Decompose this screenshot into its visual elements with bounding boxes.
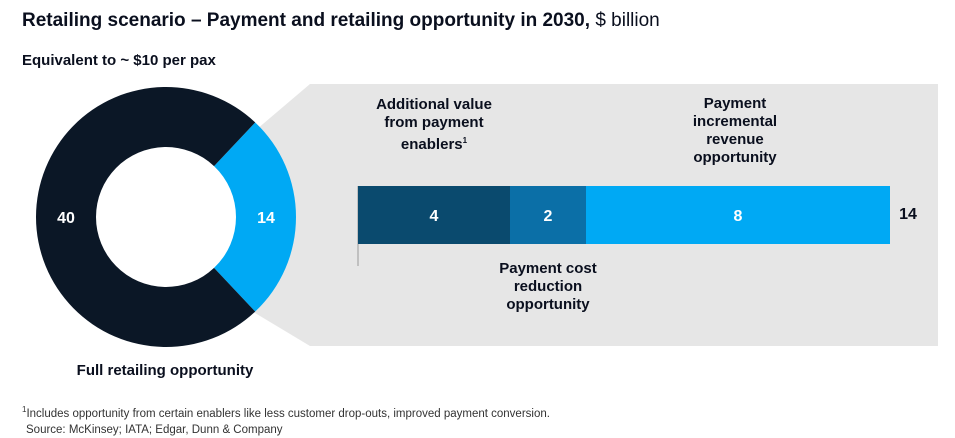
- chart-subtitle: Equivalent to ~ $10 per pax: [22, 52, 216, 69]
- bar-total-label: 14: [899, 206, 917, 223]
- footnote-line-1: 1Includes opportunity from certain enabl…: [22, 405, 550, 420]
- donut-slice-other: [35, 86, 256, 348]
- annotation-additional-value: Additional value from payment enablers1: [376, 96, 492, 153]
- footnote: 1Includes opportunity from certain enabl…: [22, 402, 550, 438]
- donut-caption: Full retailing opportunity: [76, 362, 254, 379]
- bar-segment-2: [586, 186, 890, 244]
- stacked-bar: 4 2 8 14: [358, 186, 917, 244]
- title-unit: $ billion: [595, 10, 660, 31]
- donut-value-label: 14: [257, 210, 275, 227]
- bar-segment-0: [358, 186, 510, 244]
- bar-value-label: 8: [734, 208, 743, 225]
- annotation-incremental: Payment incremental revenue opportunity: [692, 95, 778, 166]
- bar-value-label: 4: [430, 208, 439, 225]
- donut-slice-payment: [214, 122, 296, 312]
- donut-chart: 14 40: [35, 86, 296, 348]
- annotation-cost-reduction: Payment cost reduction opportunity: [499, 260, 597, 313]
- bar-value-label: 2: [544, 208, 553, 225]
- bar-segment-1: [510, 186, 586, 244]
- footnote-source: Source: McKinsey; IATA; Edgar, Dunn & Co…: [26, 423, 283, 436]
- donut-value-label: 40: [57, 210, 75, 227]
- chart-title: Retailing scenario – Payment and retaili…: [22, 10, 660, 31]
